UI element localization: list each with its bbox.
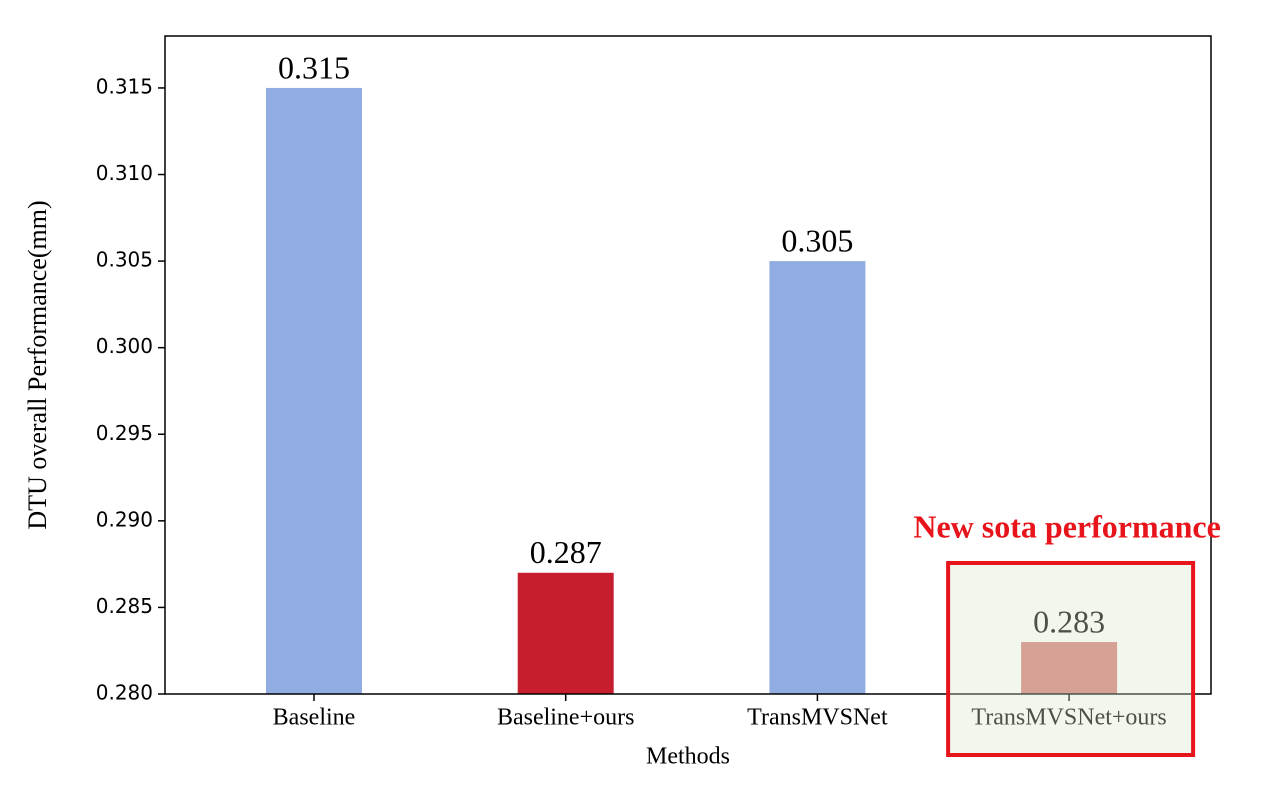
x-axis-label: Methods [646,744,730,770]
y-tick-label: 0.285 [96,594,153,618]
y-tick-label: 0.290 [96,507,153,531]
y-tick-label: 0.300 [96,334,153,358]
bar [266,87,362,694]
x-tick-label: TransMVSNet+ours [971,705,1166,731]
bar [1021,642,1118,694]
y-tick-label: 0.280 [96,681,153,705]
value-label: 0.305 [781,222,853,258]
y-tick-label: 0.295 [96,421,153,445]
y-tick-label: 0.305 [96,248,153,272]
value-label: 0.283 [1033,603,1105,639]
x-tick-label: Baseline+ours [497,705,635,731]
plot-frame [164,35,1212,695]
y-axis-label: DTU overall Performance(mm) [23,200,52,529]
y-tick-label: 0.315 [96,74,153,98]
highlight-box [946,561,1196,757]
value-label: 0.315 [278,49,350,85]
bar [517,572,614,694]
value-label: 0.287 [530,534,602,570]
x-tick-label: TransMVSNet [747,705,888,731]
y-tick-label: 0.310 [96,161,153,185]
x-tick-label: Baseline [273,705,356,731]
bar [769,261,866,694]
annotation: New sota performance [913,508,1220,544]
